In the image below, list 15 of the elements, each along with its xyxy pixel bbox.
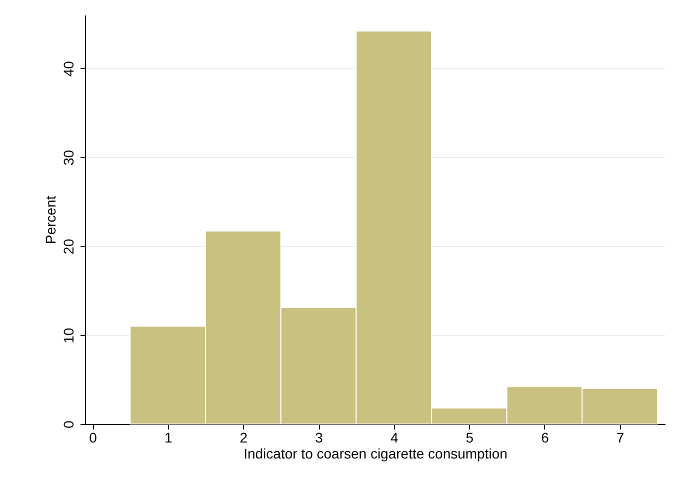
x-tick-label: 2 (240, 430, 248, 446)
y-tick-label: 30 (60, 150, 76, 166)
x-tick-label: 7 (616, 430, 624, 446)
y-axis-title: Percent (42, 196, 58, 244)
y-tick-label: 40 (60, 60, 76, 77)
x-axis-title: Indicator to coarsen cigarette consumption (244, 446, 508, 462)
y-tick-label: 0 (60, 420, 76, 428)
x-tick-label: 5 (466, 430, 474, 446)
y-tick-label: 10 (60, 328, 76, 344)
x-tick-label: 4 (390, 430, 398, 446)
y-tick-label: 20 (60, 238, 76, 254)
x-tick-label: 6 (541, 430, 550, 446)
x-tick-label: 0 (89, 430, 98, 446)
x-tick-label: 1 (164, 430, 172, 446)
x-tick-label: 3 (315, 430, 324, 446)
